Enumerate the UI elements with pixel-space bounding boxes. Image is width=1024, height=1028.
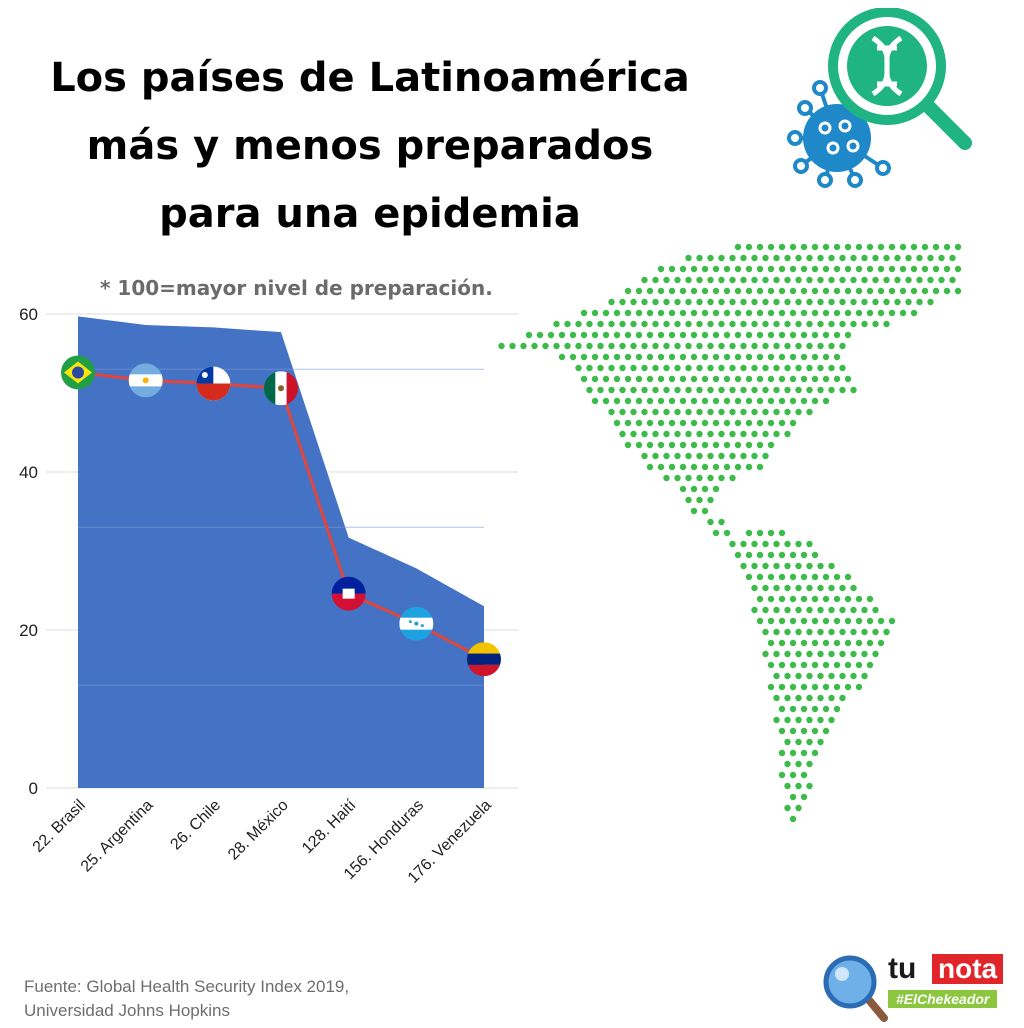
x-tick-label: 128. Haití [299,796,360,857]
x-tick-label: 22. Brasil [30,797,89,856]
mexico-flag-icon [264,371,298,406]
x-tick-label: 25. Argentina [78,797,157,876]
title-line-1: Los países de Latinoamérica [50,55,690,101]
x-tick-label: 26. Chile [167,797,224,854]
area-series [78,316,484,788]
chile-flag-icon [196,366,231,401]
title-line-2: más y menos preparados [86,123,654,169]
chart-subtitle: * 100=mayor nivel de preparación. [100,276,493,300]
source-note: Fuente: Global Health Security Index 201… [24,975,349,1023]
y-tick-label: 0 [29,779,38,798]
brasil-flag-icon [61,355,95,390]
virus-magnifier-icon [787,8,972,188]
map-dots [498,243,962,823]
source-line-2: Universidad Johns Hopkins [24,1001,230,1020]
title-line-3: para una epidemia [159,191,581,237]
source-line-1: Fuente: Global Health Security Index 201… [24,977,350,996]
haiti-flag-icon [331,576,366,611]
logo-tu: tu [888,952,917,985]
honduras-flag-icon [399,606,434,641]
tunota-logo: tu nota #ElChekeador [820,950,1020,1024]
y-tick-label: 60 [19,305,38,324]
y-tick-label: 20 [19,621,38,640]
venezuela-flag-icon [467,642,501,677]
logo-nota: nota [932,954,1004,984]
americas-dotted-map [498,243,962,823]
x-tick-label: 28. México [225,797,292,864]
y-tick-label: 40 [19,463,38,482]
argentina-flag-icon [128,363,163,398]
magnifier-icon [823,955,888,1022]
page-title: Los países de Latinoamérica más y menos … [0,44,740,248]
logo-tag: #ElChekeador [888,990,998,1008]
